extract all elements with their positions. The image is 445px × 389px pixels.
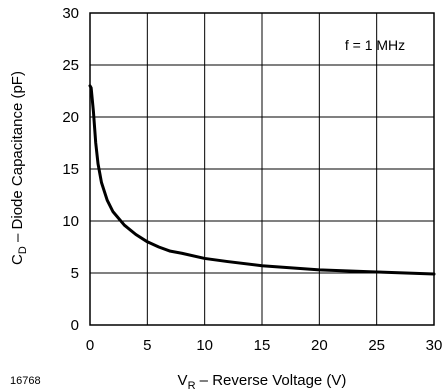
y-tick-label: 15 bbox=[62, 161, 79, 178]
x-tick-label: 15 bbox=[254, 337, 271, 354]
y-axis-label: CD – Diode Capacitance (pF) bbox=[9, 71, 29, 265]
y-tick-label: 0 bbox=[71, 317, 79, 334]
y-tick-label: 20 bbox=[62, 109, 79, 126]
x-tick-label: 20 bbox=[311, 337, 328, 354]
frequency-annotation: f = 1 MHz bbox=[345, 37, 405, 53]
capacitance-curve bbox=[88, 84, 436, 276]
x-axis-label: VR – Reverse Voltage (V) bbox=[178, 372, 347, 389]
x-tick-label: 10 bbox=[196, 337, 213, 354]
plot-frame bbox=[89, 12, 435, 326]
x-tick-label: 25 bbox=[368, 337, 385, 354]
y-tick-label: 5 bbox=[71, 265, 79, 282]
tick-labels: 0 5 10 15 20 25 30 0 5 10 15 20 25 30 bbox=[62, 5, 442, 354]
y-tick-label: 30 bbox=[62, 5, 79, 22]
grid bbox=[90, 13, 434, 325]
x-tick-label: 30 bbox=[426, 337, 443, 354]
figure-id: 16768 bbox=[10, 375, 41, 387]
x-tick-label: 5 bbox=[143, 337, 151, 354]
y-tick-label: 25 bbox=[62, 57, 79, 74]
x-tick-label: 0 bbox=[86, 337, 94, 354]
y-tick-label: 10 bbox=[62, 213, 79, 230]
